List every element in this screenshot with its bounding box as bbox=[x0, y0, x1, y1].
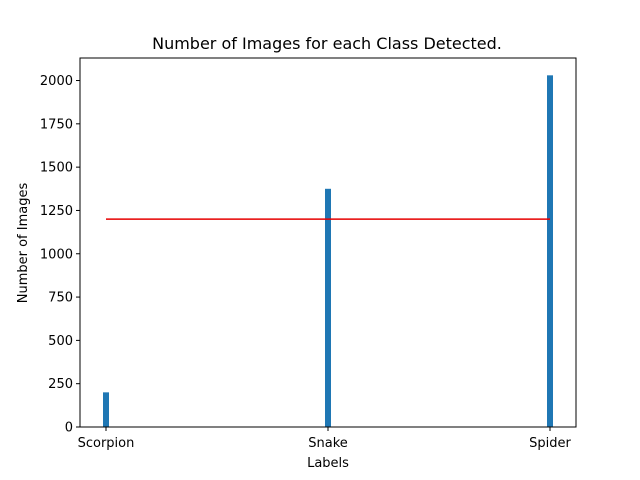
bar-scorpion bbox=[103, 392, 109, 427]
y-tick-label: 250 bbox=[48, 377, 73, 392]
y-tick-label: 1250 bbox=[40, 204, 73, 219]
plot-area: 0 250 500 750 1000 1250 1500 1750 2000 Scorpion Sn… bbox=[40, 74, 572, 451]
y-tick-label: 750 bbox=[48, 291, 73, 306]
bar-snake bbox=[325, 188, 331, 427]
plot-frame bbox=[79, 57, 577, 428]
y-tick-label: 500 bbox=[48, 334, 73, 349]
x-tick-label: Scorpion bbox=[78, 436, 135, 451]
x-tick-label: Spider bbox=[529, 436, 571, 451]
y-tick-label: 2000 bbox=[40, 74, 73, 89]
y-tick-label: 0 bbox=[65, 421, 73, 436]
bar-spider bbox=[547, 75, 553, 427]
chart-title: Number of Images for each Class Detected… bbox=[152, 34, 502, 53]
y-axis-label: Number of Images bbox=[16, 183, 31, 304]
y-tick-label: 1000 bbox=[40, 247, 73, 262]
y-tick-label: 1750 bbox=[40, 117, 73, 132]
x-axis-label: Labels bbox=[307, 456, 349, 471]
y-tick-label: 1500 bbox=[40, 161, 73, 176]
x-tick-label: Snake bbox=[308, 436, 348, 451]
